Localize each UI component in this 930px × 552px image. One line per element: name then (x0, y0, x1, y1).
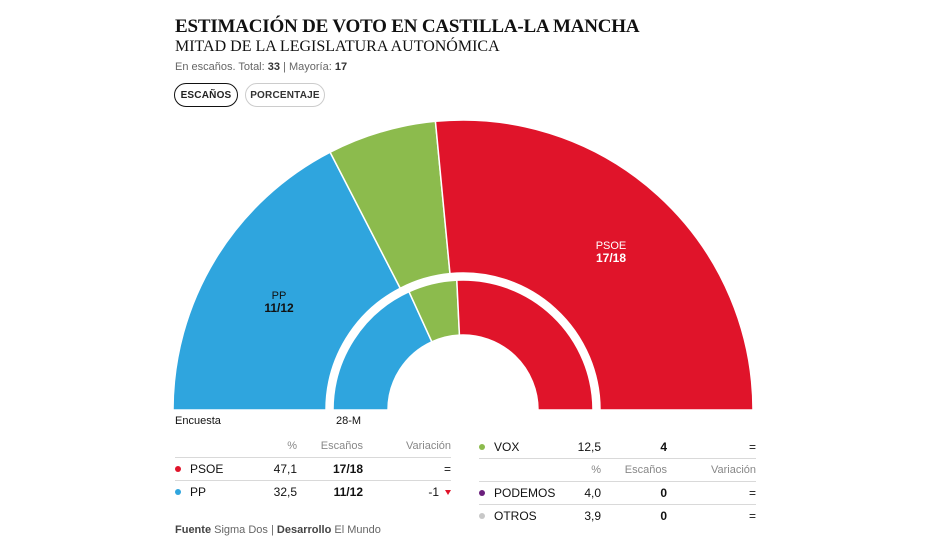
seats-majority: 17 (334, 61, 348, 73)
table-row-vox: VOX 12,5 4 = (479, 436, 756, 459)
table-row-otros: OTROS 3,9 0 = (479, 504, 756, 527)
party-change: = (363, 457, 451, 481)
table-header-row: % Escaños Variación (479, 458, 756, 482)
party-change: = (667, 481, 756, 505)
party-change-value: = (443, 462, 451, 476)
slice-label-pp-value: 11/12 (264, 301, 294, 315)
party-seats: 0 (601, 481, 667, 505)
results-table-right: VOX 12,5 4 = % Escaños Variación PODEMOS… (479, 436, 756, 527)
seats-total: 33 (267, 61, 280, 73)
header-seats: Escaños (320, 440, 363, 452)
table-row-pp: PP 32,5 11/12 -1 (175, 480, 451, 503)
seats-info-prefix: En escaños. Total: (175, 61, 265, 73)
inner-ring (332, 279, 594, 411)
header-seats: Escaños (601, 458, 667, 482)
slice-28m-psoe[interactable] (456, 279, 594, 411)
footer-sep: | (270, 524, 274, 536)
party-seats: 11/12 (297, 480, 363, 503)
slice-label-psoe-name: PSOE (596, 240, 627, 252)
party-pct: 47,1 (255, 457, 297, 481)
header-pct: % (559, 458, 601, 482)
party-seats: 4 (660, 440, 667, 454)
slice-label-pp-name: PP (272, 290, 287, 302)
party-change: = (748, 440, 756, 454)
table-header-row: % Escaños Variación (175, 435, 451, 458)
party-color-dot (479, 443, 485, 450)
party-name: PSOE (190, 462, 224, 476)
party-name: VOX (494, 440, 520, 454)
slice-encuesta-psoe[interactable] (434, 119, 754, 411)
slice-encuesta-pp[interactable] (172, 151, 402, 411)
chart-title: ESTIMACIÓN DE VOTO EN CASTILLA-LA MANCHA (175, 16, 640, 37)
party-pct: 12,5 (577, 440, 601, 454)
header-change: Variación (405, 440, 451, 452)
party-color-dot (175, 465, 181, 472)
party-name: PODEMOS (494, 486, 556, 500)
source-label: Fuente (175, 524, 212, 536)
inner-ring-caption: 28-M (336, 415, 362, 427)
party-change-value: -1 (428, 485, 439, 499)
slice-label-psoe-value: 17/18 (596, 251, 626, 265)
header-change: Variación (667, 458, 756, 482)
party-color-dot (479, 512, 485, 519)
percent-toggle-button[interactable]: PORCENTAJE (245, 83, 325, 107)
results-table-left: % Escaños Variación PSOE 47,1 17/18 = PP… (175, 435, 451, 503)
seats-info-sep: | Mayoría: (283, 61, 332, 73)
header-pct: % (287, 440, 297, 452)
seats-info: En escaños. Total: 33 | Mayoría: 17 (175, 61, 347, 73)
party-color-dot (175, 488, 181, 495)
party-pct: 3,9 (559, 504, 601, 527)
dev-label: Desarrollo (276, 524, 332, 536)
seats-toggle-button[interactable]: ESCAÑOS (174, 83, 238, 107)
party-name: PP (190, 485, 207, 499)
chart-subtitle: MITAD DE LA LEGISLATURA AUTONÓMICA (175, 38, 500, 55)
party-seats: 0 (601, 504, 667, 527)
down-triangle-icon (445, 490, 451, 496)
dev-value: El Mundo (334, 524, 381, 536)
outer-ring-caption: Encuesta (175, 415, 221, 427)
footer-credits: Fuente Sigma Dos | Desarrollo El Mundo (175, 524, 381, 536)
table-row-psoe: PSOE 47,1 17/18 = (175, 457, 451, 481)
outer-ring (172, 119, 754, 411)
table-row-podemos: PODEMOS 4,0 0 = (479, 481, 756, 505)
party-change: = (667, 504, 756, 527)
party-color-dot (479, 489, 485, 496)
party-pct: 4,0 (559, 481, 601, 505)
party-name: OTROS (494, 509, 537, 523)
party-seats: 17/18 (297, 457, 363, 481)
party-pct: 32,5 (255, 480, 297, 503)
party-change: -1 (363, 480, 451, 503)
source-value: Sigma Dos (214, 524, 268, 536)
